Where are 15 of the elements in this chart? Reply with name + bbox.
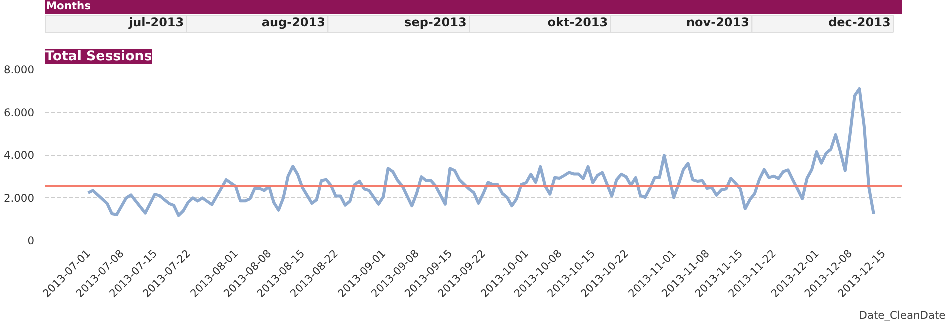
text: sep-2013	[404, 16, 467, 30]
text: nov-2013	[686, 16, 750, 30]
text: okt-2013	[548, 16, 608, 30]
text: dec-2013	[828, 16, 891, 30]
text: aug-2013	[262, 16, 326, 30]
y-tick-label: 6.000	[4, 106, 35, 120]
text: jul-2013	[128, 16, 184, 30]
y-tick-label: 4.000	[4, 149, 35, 162]
chart-title: Total Sessions	[46, 50, 152, 64]
text: Months	[46, 0, 91, 12]
y-tick-label: 2.000	[4, 192, 35, 205]
x-axis-title: Date_CleanDate	[859, 308, 946, 322]
y-tick-label: 0	[28, 234, 35, 248]
y-tick-label: 8.000	[4, 64, 35, 76]
line-series	[86, 87, 876, 218]
